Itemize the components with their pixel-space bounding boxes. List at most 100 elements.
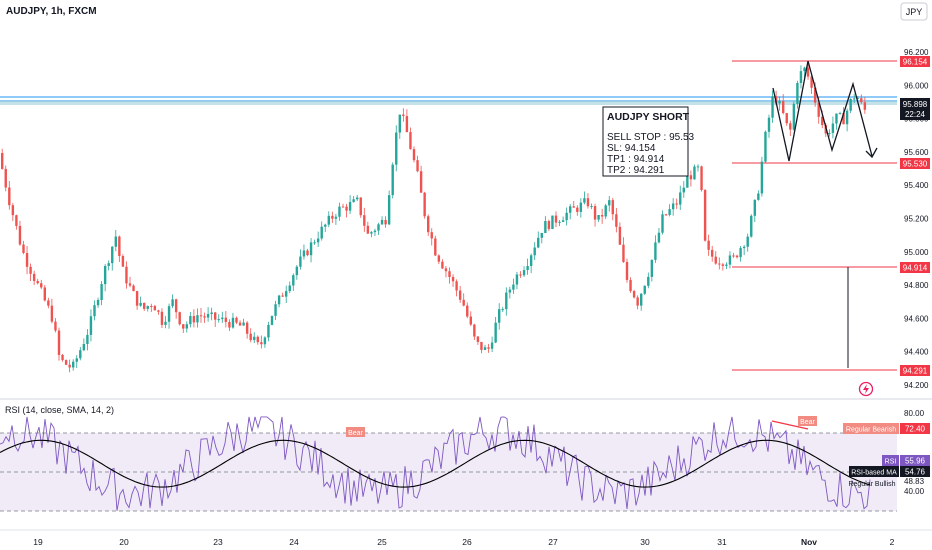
candle-body (338, 206, 341, 217)
rsi-ma-label: RSI-based MA (851, 470, 897, 477)
candle-body (11, 205, 15, 216)
tp2-price-text: 94.291 (903, 367, 928, 376)
candle-body (398, 114, 401, 133)
candle-body (47, 300, 50, 306)
candle-body (476, 336, 480, 342)
candle-body (366, 225, 370, 234)
price-axis-tick: 95.200 (904, 215, 929, 224)
candle-body (512, 284, 515, 290)
candle-body (508, 289, 512, 293)
candle-body (501, 309, 504, 311)
last-price-text: 95.898 (903, 100, 928, 109)
entry-price-tag (900, 158, 930, 169)
candle-body (153, 306, 157, 311)
candle-body (221, 317, 224, 320)
candle-body (377, 224, 380, 231)
candle-body (625, 261, 629, 280)
regular-bullish-text: Regular Bullish (848, 481, 895, 488)
candle-body (441, 261, 444, 269)
candle-body (302, 250, 306, 257)
trade-box[interactable] (602, 106, 689, 177)
candle-body (15, 215, 18, 226)
candle-body (157, 310, 160, 312)
candle-body (771, 96, 774, 118)
candle-body (79, 350, 82, 359)
regular-bearish-box (843, 423, 899, 434)
candle-body (643, 285, 646, 294)
candle-body (320, 226, 323, 239)
candle-body (345, 206, 348, 211)
candle-body (334, 216, 338, 219)
candle-body (576, 207, 579, 212)
candle-body (139, 302, 142, 306)
candle-body (675, 203, 678, 205)
candle-body (277, 295, 281, 305)
candle-body (863, 102, 867, 110)
candle-body (295, 266, 299, 276)
candle-body (714, 256, 717, 264)
candle-body (661, 214, 664, 233)
candle-body (778, 101, 781, 104)
candle-body (387, 195, 391, 225)
candle-body (217, 319, 220, 321)
candle-body (256, 336, 259, 343)
candle-body (529, 255, 533, 266)
candle-body (146, 305, 149, 309)
candle-body (615, 214, 618, 227)
candle-body (143, 302, 146, 309)
candle-body (696, 166, 700, 168)
candle-body (654, 242, 657, 260)
candle-body (434, 238, 437, 256)
candle-body (103, 266, 107, 285)
candle-body (583, 198, 586, 203)
candle-body (238, 322, 242, 326)
candle-body (167, 306, 171, 322)
candle-body (359, 197, 362, 216)
candle-body (554, 215, 558, 223)
candle-body (540, 232, 543, 238)
time-axis[interactable]: 19 20 23 24 25 26 27 30 31 Nov 2 (33, 537, 894, 547)
candle-body (458, 290, 462, 300)
candle-body (316, 238, 320, 243)
bear-label-text: Bear (348, 430, 363, 437)
candle-body (356, 197, 359, 200)
rsi-value-label: RSI (885, 459, 897, 466)
candle-body (739, 248, 742, 258)
pattern-zigzag (772, 60, 873, 162)
candle-body (767, 117, 771, 132)
candle-body (856, 98, 859, 100)
candle-body (437, 255, 441, 262)
candle-body (860, 98, 863, 103)
candle-body (324, 224, 327, 227)
candle-body (494, 322, 497, 343)
candle-body (231, 317, 235, 328)
price-axis-tick: 94.200 (904, 381, 929, 390)
time-axis-label: 24 (289, 537, 299, 547)
lightning-glyph (863, 384, 869, 394)
rsi-axis-tick-80: 80.00 (904, 409, 925, 418)
time-axis-label: 19 (33, 537, 43, 547)
candle-body (618, 226, 622, 245)
rsi-ma-tag (900, 466, 930, 477)
candle-body (274, 304, 277, 316)
time-axis-label: 20 (119, 537, 129, 547)
candle-body (718, 263, 721, 265)
candle-body (306, 250, 309, 256)
candle-body (679, 192, 682, 205)
candle-body (845, 110, 849, 125)
time-axis-label: 31 (717, 537, 727, 547)
candle-body (210, 312, 213, 315)
candle-body (451, 276, 455, 282)
candle-body (522, 270, 526, 276)
price-axis-tick: 96.000 (904, 81, 929, 90)
candle-body (853, 98, 856, 100)
candle-body (174, 299, 178, 313)
candle-body (199, 315, 203, 317)
candle-body (370, 232, 373, 234)
candle-body (405, 116, 409, 133)
candle-body (849, 98, 852, 111)
currency-badge[interactable] (900, 2, 928, 21)
candle-body (547, 221, 551, 229)
zone-band (0, 101, 897, 105)
